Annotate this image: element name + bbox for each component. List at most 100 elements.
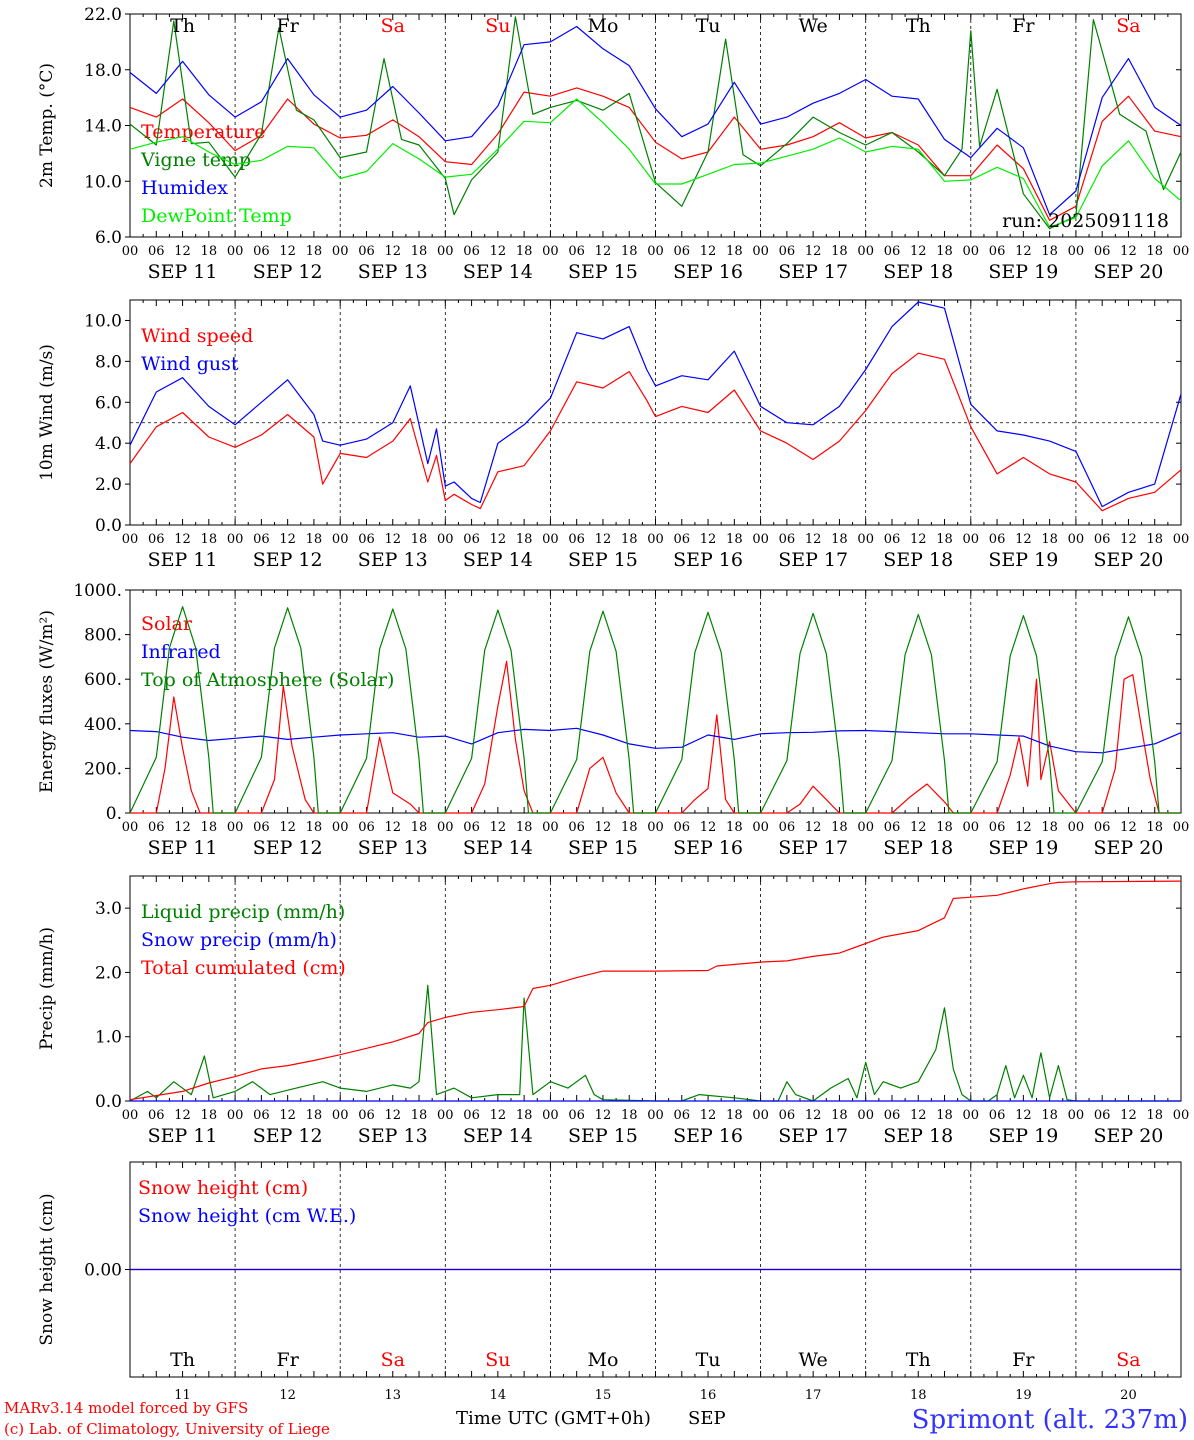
hour-label: 06 [989, 532, 1006, 547]
hour-label: 18 [621, 532, 638, 547]
date-label: SEP 15 [568, 549, 638, 571]
y-tick-label: 18.0 [84, 61, 122, 81]
date-label: SEP 11 [148, 549, 218, 571]
series-wind-gust-line [129, 301, 1182, 508]
hour-label: 12 [910, 244, 927, 259]
hour-label: 18 [831, 820, 848, 835]
series-wind-speed-line [129, 352, 1182, 512]
hour-label: 12 [384, 532, 401, 547]
date-label: SEP 11 [148, 1125, 218, 1147]
snow-axis-label: Snow height (cm) [37, 1193, 57, 1345]
hour-label: 00 [963, 532, 980, 547]
series-solar-line [130, 660, 1181, 814]
hour-label: 18 [306, 1108, 323, 1123]
legend-infrared: Infrared [141, 641, 221, 663]
hour-label: 00 [647, 820, 664, 835]
hour-label: 06 [779, 820, 796, 835]
hour-label: 00 [122, 820, 139, 835]
legend-solar: Solar [141, 613, 193, 635]
weekday-label: Mo [587, 15, 618, 37]
y-tick-label: 400. [84, 715, 122, 735]
hour-label: 06 [568, 1108, 585, 1123]
hour-label: 00 [752, 244, 769, 259]
date-label: SEP 14 [463, 261, 533, 283]
hour-label: 00 [752, 1108, 769, 1123]
date-label: SEP 20 [1094, 1125, 1164, 1147]
hour-label: 06 [674, 1108, 691, 1123]
day-number-label: 16 [700, 1388, 717, 1403]
hour-label: 06 [674, 244, 691, 259]
hour-label: 18 [936, 1108, 953, 1123]
date-label: SEP 14 [463, 549, 533, 571]
hour-label: 00 [1068, 244, 1085, 259]
date-label: SEP 12 [253, 261, 323, 283]
hour-label: 00 [332, 1108, 349, 1123]
day-number-label: 19 [1015, 1388, 1032, 1403]
weekday-label: Sa [1116, 1349, 1140, 1371]
day-number-label: 14 [490, 1388, 507, 1403]
hour-label: 00 [857, 1108, 874, 1123]
hour-label: 06 [568, 532, 585, 547]
weekday-label: Th [170, 1349, 195, 1371]
panel-1: 6.0 10.0 14.0 18.0 22.0 2m Temp. (°C) Temperat… [37, 5, 1189, 283]
hour-label: 06 [1094, 244, 1111, 259]
hour-label: 18 [726, 1108, 743, 1123]
energy-axis-label: Energy fluxes (W/m²) [37, 610, 57, 793]
date-label: SEP 13 [358, 1125, 428, 1147]
y-tick-label: 8.0 [95, 352, 122, 372]
hour-label: 12 [1120, 1108, 1137, 1123]
hour-label: 12 [1120, 532, 1137, 547]
hour-label: 12 [595, 244, 612, 259]
hour-label: 12 [805, 1108, 822, 1123]
date-label: SEP 17 [778, 1125, 848, 1147]
hour-label: 06 [674, 532, 691, 547]
hour-label: 06 [148, 820, 165, 835]
hour-label: 06 [674, 820, 691, 835]
date-label: SEP 15 [568, 1125, 638, 1147]
date-label: SEP 19 [988, 837, 1058, 859]
y-tick-label: 800. [84, 626, 122, 646]
hour-label: 00 [437, 244, 454, 259]
hour-label: 12 [279, 820, 296, 835]
hour-label: 18 [201, 1108, 218, 1123]
date-label: SEP 20 [1094, 549, 1164, 571]
date-label: SEP 12 [253, 549, 323, 571]
hour-label: 18 [1041, 244, 1058, 259]
hour-label: 12 [700, 820, 717, 835]
hour-label: 18 [516, 820, 533, 835]
hour-label: 06 [1094, 1108, 1111, 1123]
hour-label: 18 [726, 532, 743, 547]
hour-label: 00 [437, 1108, 454, 1123]
hour-label: 00 [1173, 244, 1190, 259]
series-dewpoint-temp-line [129, 98, 1182, 228]
date-label: SEP 12 [253, 837, 323, 859]
hour-label: 00 [542, 532, 559, 547]
series-infrared-line [129, 727, 1182, 754]
series-temperature-line [129, 87, 1182, 221]
hour-label: 00 [227, 532, 244, 547]
hour-label: 18 [1146, 244, 1163, 259]
date-label: SEP 17 [778, 837, 848, 859]
series-liquid-precip-mm-h-line [129, 984, 1181, 1102]
hour-label: 12 [174, 1108, 191, 1123]
hour-label: 06 [884, 532, 901, 547]
weekday-label: Tu [696, 1349, 721, 1371]
hour-label: 00 [963, 820, 980, 835]
hour-label: 06 [568, 244, 585, 259]
hour-label: 06 [463, 244, 480, 259]
date-label: SEP 12 [253, 1125, 323, 1147]
hour-label: 00 [963, 1108, 980, 1123]
hour-label: 00 [437, 532, 454, 547]
hour-label: 06 [148, 244, 165, 259]
precip-axis-label: Precip (mm/h) [37, 927, 57, 1050]
hour-label: 18 [411, 1108, 428, 1123]
hour-label: 12 [700, 532, 717, 547]
y-tick-label: 10.0 [84, 172, 122, 192]
date-label: SEP 14 [463, 837, 533, 859]
hour-label: 12 [384, 1108, 401, 1123]
hour-label: 18 [411, 244, 428, 259]
hour-label: 06 [253, 532, 270, 547]
hour-label: 06 [253, 244, 270, 259]
hour-label: 12 [1015, 1108, 1032, 1123]
date-label: SEP 13 [358, 837, 428, 859]
